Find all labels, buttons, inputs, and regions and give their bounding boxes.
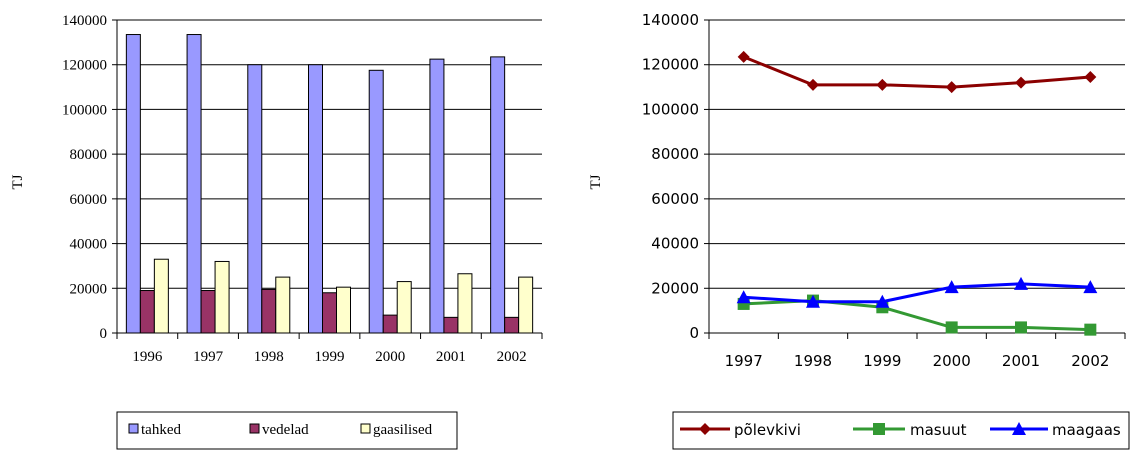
bar-vedelad-1997 [200, 290, 216, 334]
y-tick-label: 140000 [62, 13, 107, 29]
point-põlevkivi-1997 [737, 50, 750, 63]
bar-tahked-1998 [247, 64, 263, 334]
bar-vedelad-2000 [382, 314, 398, 334]
x-tick-label: 2002 [497, 349, 527, 365]
x-tick-label: 2000 [933, 352, 971, 370]
bar-gaasilised-2000 [396, 281, 412, 334]
bar-gaasilised-2001 [457, 273, 473, 334]
line-chart-x-ticks: 1997 1998 1999 2000 2001 2002 [725, 352, 1110, 370]
bar-tahked-1999 [308, 64, 323, 334]
line-chart-axes [708, 20, 1126, 339]
y-tick-label: 40000 [70, 237, 108, 253]
series-line-masuut [743, 299, 1091, 332]
series-line-maagaas [743, 282, 1091, 304]
x-tick-label: 2000 [375, 349, 405, 365]
y-tick-label: 100000 [62, 102, 107, 118]
x-tick-label: 1998 [794, 352, 832, 370]
y-tick-label: 100000 [642, 100, 699, 118]
legend-swatch-vedelad [249, 423, 260, 434]
line-chart-gridlines [704, 19, 1125, 334]
bar-vedelad-1998 [261, 288, 277, 334]
y-tick-label: 0 [100, 326, 108, 342]
bar-gaasilised-2002 [518, 276, 534, 334]
bar-chart-gridlines [112, 19, 542, 334]
point-põlevkivi-2001 [1015, 76, 1027, 89]
point-maagaas-1999 [875, 294, 890, 308]
y-tick-label: 40000 [651, 235, 699, 253]
point-põlevkivi-1999 [876, 78, 889, 91]
x-tick-label: 2001 [436, 349, 466, 365]
point-maagaas-2002 [1083, 280, 1098, 294]
series-line-põlevkivi [743, 55, 1091, 89]
point-masuut-2002 [1084, 323, 1097, 336]
bar-chart-y-axis-label: TJ [10, 174, 26, 189]
point-maagaas-2000 [944, 280, 959, 294]
y-tick-label: 60000 [651, 190, 699, 208]
point-maagaas-2001 [1014, 276, 1028, 290]
bar-chart-y-ticks: 0 20000 40000 60000 80000 100000 120000 140000 [62, 13, 107, 342]
bar-chart-axes [116, 20, 543, 339]
x-tick-label: 1997 [193, 349, 224, 365]
bar-gaasilised-1997 [214, 260, 230, 334]
legend-marker-põlevkivi [699, 423, 711, 435]
y-tick-label: 120000 [642, 56, 699, 74]
legend-marker-masuut [873, 423, 885, 435]
line-chart: 020000400006000080000100000120000140000 … [588, 11, 1130, 450]
line-chart-y-axis-label: TJ [588, 174, 604, 189]
legend-label: põlevkivi [734, 421, 801, 439]
x-tick-label: 2001 [1002, 352, 1040, 370]
legend-label: masuut [910, 421, 967, 439]
x-tick-label: 1998 [254, 349, 284, 365]
bar-tahked-2001 [429, 58, 445, 334]
x-tick-label: 1996 [132, 349, 163, 365]
point-masuut-2001 [1015, 321, 1027, 334]
legend-box [116, 411, 458, 450]
point-põlevkivi-1998 [807, 78, 819, 91]
line-chart-legend: põlevkivi masuut maagaas [672, 411, 1130, 450]
bar-tahked-1996 [125, 34, 141, 334]
y-tick-label: 0 [689, 324, 699, 342]
legend-label: tahked [141, 422, 181, 438]
x-tick-label: 2002 [1071, 352, 1109, 370]
point-masuut-2000 [945, 321, 958, 334]
bar-vedelad-2002 [504, 316, 520, 334]
bar-vedelad-1996 [139, 290, 155, 334]
line-chart-series [736, 50, 1098, 336]
legend-swatch-gaasilised [360, 423, 371, 434]
bar-vedelad-1999 [322, 292, 337, 334]
bar-chart: 020000400006000080000100000120000140000 … [10, 13, 543, 450]
legend-label: vedelad [262, 422, 309, 438]
bar-tahked-2002 [490, 56, 506, 334]
bar-gaasilised-1998 [275, 276, 291, 334]
legend-box [672, 411, 1130, 450]
y-tick-label: 80000 [651, 145, 699, 163]
y-tick-label: 80000 [70, 147, 108, 163]
line-chart-y-ticks: 0 20000 40000 60000 80000 100000 120000 140000 [642, 11, 699, 342]
legend-label: gaasilised [373, 422, 433, 438]
bar-chart-bars [125, 34, 534, 334]
y-tick-label: 20000 [70, 281, 108, 297]
y-tick-label: 20000 [651, 279, 699, 297]
legend-swatch-tahked [128, 423, 139, 434]
point-põlevkivi-2002 [1084, 71, 1097, 84]
legend-marker-maagaas [1012, 422, 1026, 435]
x-tick-label: 1997 [725, 352, 763, 370]
bar-vedelad-2001 [443, 316, 459, 334]
bar-gaasilised-1996 [153, 258, 169, 334]
legend-label: maagaas [1052, 421, 1121, 439]
y-tick-label: 120000 [62, 58, 107, 74]
y-tick-label: 60000 [70, 192, 108, 208]
y-tick-label: 140000 [642, 11, 699, 29]
point-maagaas-1997 [736, 290, 751, 304]
point-põlevkivi-2000 [945, 81, 958, 94]
point-maagaas-1998 [806, 294, 820, 308]
bar-gaasilised-1999 [336, 286, 351, 334]
bar-chart-legend: tahked vedelad gaasilised [116, 411, 458, 450]
bar-tahked-2000 [368, 69, 384, 334]
bar-chart-x-ticks: 1996 1997 1998 1999 2000 2001 2002 [132, 349, 526, 365]
x-tick-label: 1999 [863, 352, 901, 370]
x-tick-label: 1999 [315, 349, 345, 365]
bar-tahked-1997 [186, 34, 202, 334]
